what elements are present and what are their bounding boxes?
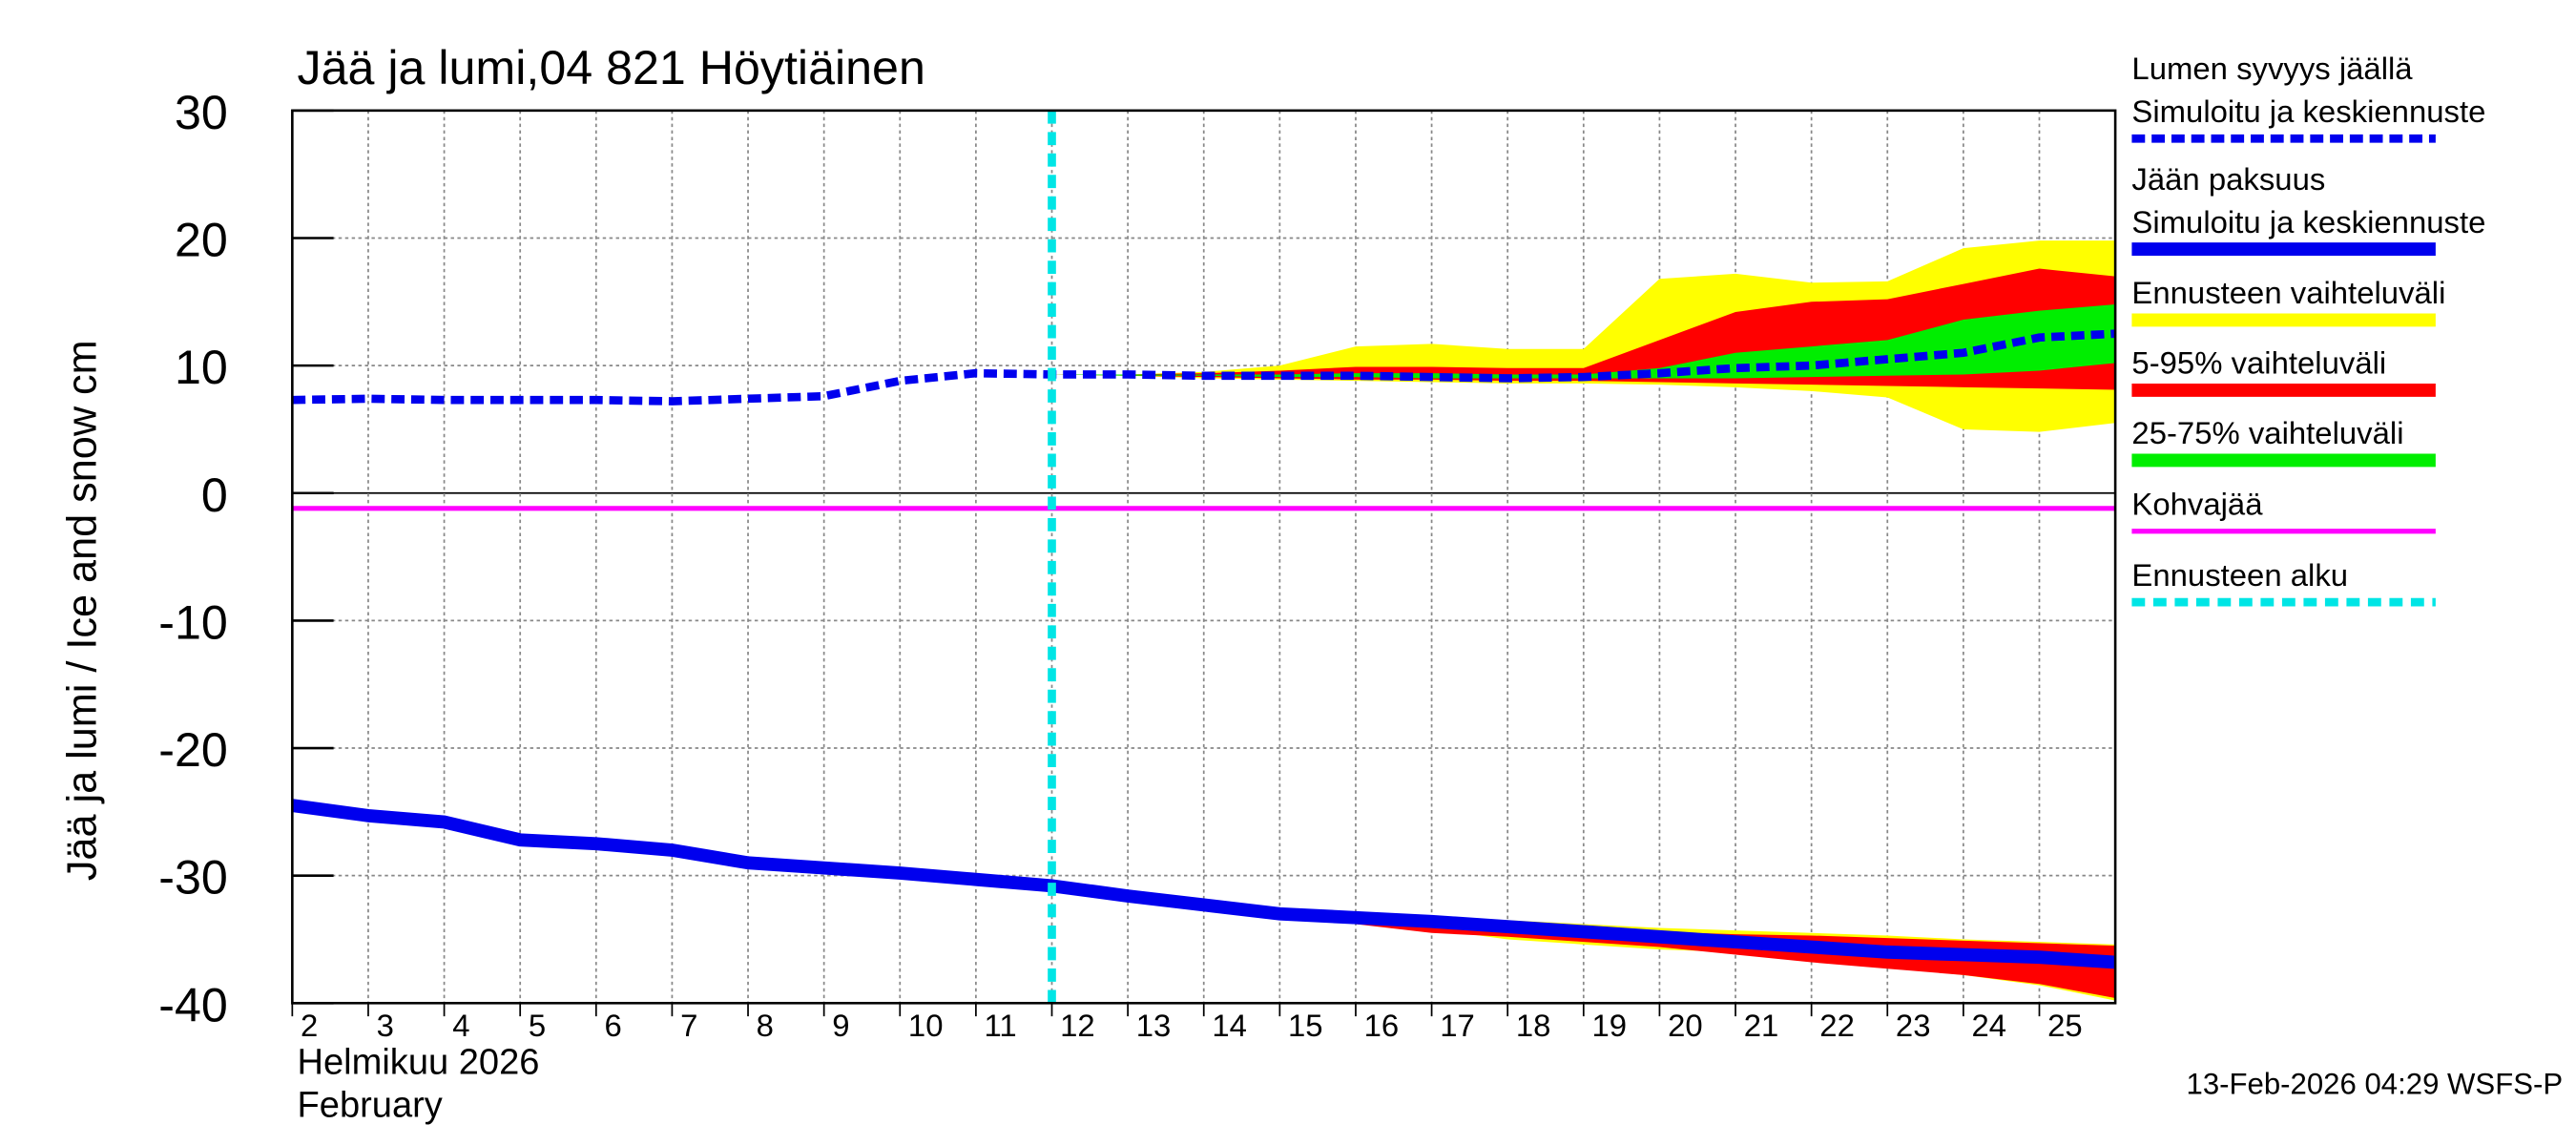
snow-line [292,329,2116,406]
legend-label: Jään paksuus [2131,161,2325,197]
x-tick-label: 7 [680,1008,697,1043]
x-tick-label: 8 [757,1008,774,1043]
x-tick-label: 3 [377,1008,394,1043]
x-tick-label: 20 [1668,1008,1703,1043]
legend-label: Ennusteen alku [2131,557,2348,593]
y-tick-label: 10 [175,341,228,394]
plot-frame [291,109,2117,1005]
x-tick-label: 14 [1212,1008,1247,1043]
y-tick-label: -10 [158,595,228,649]
y-tick-label: 20 [175,214,228,267]
x-tick-label: 12 [1060,1008,1095,1043]
x-tick-label: 11 [985,1008,1017,1043]
x-tick-label: 2 [301,1008,318,1043]
x-tick-label: 9 [832,1008,849,1043]
legend-label: Kohvajää [2131,486,2263,521]
chart-title: Jää ja lumi,04 821 Höytiäinen [298,41,925,94]
x-axis-label: Helmikuu 2026 [298,1043,540,1083]
x-tick-label: 24 [1972,1008,2007,1043]
y-axis-label: Jää ja lumi / Ice and snow cm [59,340,105,881]
y-tick-label: -40 [158,978,228,1031]
x-tick-label: 6 [604,1008,621,1043]
x-tick-label: 13 [1136,1008,1172,1043]
x-axis-label: February [298,1086,443,1126]
x-tick-label: 22 [1819,1008,1855,1043]
x-tick-label: 21 [1744,1008,1779,1043]
y-tick-label: 0 [201,468,228,522]
x-tick-label: 10 [908,1008,944,1043]
ice-line [291,799,2116,969]
legend-label: Simuloitu ja keskiennuste [2131,94,2485,129]
y-tick-label: -20 [158,723,228,777]
legend-label: Lumen syvyys jäällä [2131,51,2413,86]
x-tick-label: 25 [2047,1008,2083,1043]
x-tick-label: 15 [1288,1008,1323,1043]
x-tick-label: 23 [1896,1008,1931,1043]
legend-label: Ennusteen vaihteluväli [2131,275,2445,310]
y-tick-label: -30 [158,851,228,905]
x-tick-label: 4 [452,1008,469,1043]
x-tick-label: 18 [1516,1008,1551,1043]
ice-band [1051,885,2116,998]
x-tick-label: 19 [1591,1008,1627,1043]
legend-label: 5-95% vaihteluväli [2131,345,2386,381]
x-tick-label: 5 [529,1008,546,1043]
legend-label: Simuloitu ja keskiennuste [2131,204,2485,239]
snow-band [1051,303,2116,379]
y-tick-label: 30 [175,86,228,139]
x-tick-label: 16 [1364,1008,1400,1043]
footer: 13-Feb-2026 04:29 WSFS-P [2187,1067,2564,1100]
plot-area [292,110,2116,1004]
legend-label: 25-75% vaihteluväli [2131,415,2403,450]
x-tick-label: 17 [1440,1008,1475,1043]
